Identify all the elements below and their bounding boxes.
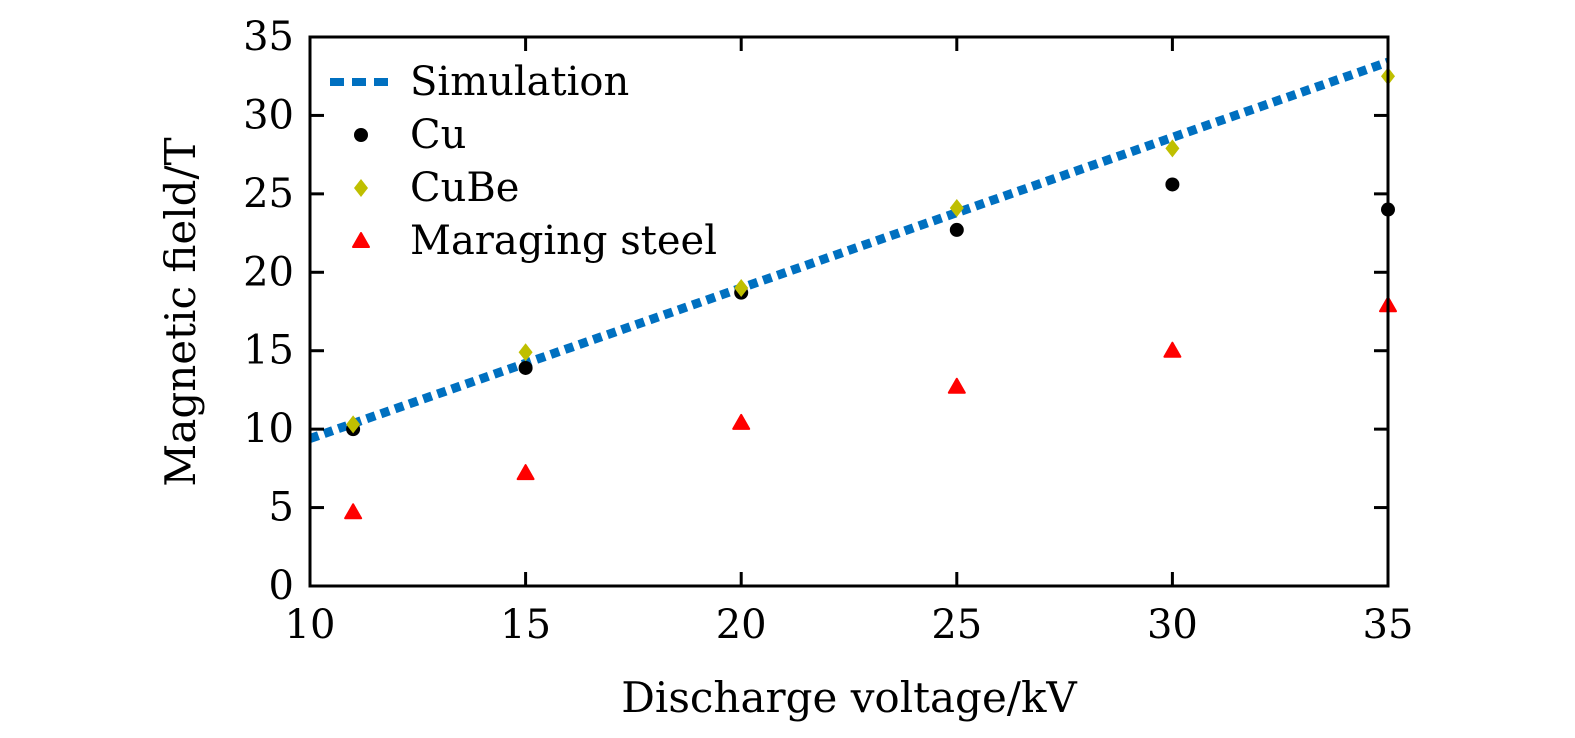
y-tick-label: 5 xyxy=(269,485,294,531)
cube-point xyxy=(346,415,361,434)
legend-cu-marker xyxy=(354,128,368,142)
y-tick-label: 0 xyxy=(269,563,294,609)
cube-point xyxy=(1165,139,1180,158)
x-tick-label: 20 xyxy=(716,602,767,648)
legend-maraging-steel-label: Maraging steel xyxy=(410,218,717,264)
maraging-steel-point xyxy=(1163,341,1182,358)
y-tick-label: 30 xyxy=(243,92,294,138)
legend-simulation-label: Simulation xyxy=(410,59,629,105)
y-tick-label: 35 xyxy=(243,14,294,60)
x-tick-label: 10 xyxy=(285,602,336,648)
y-axis-label: Magnetic field/T xyxy=(156,137,205,486)
cu-point xyxy=(949,222,964,237)
plot-frame xyxy=(308,35,1390,588)
cu-point xyxy=(518,360,533,375)
y-tick-label: 15 xyxy=(243,328,294,374)
y-tick-label: 20 xyxy=(243,249,294,295)
y-tick-label: 10 xyxy=(243,406,294,452)
axes: 0 5 10 15 20 25 30 35 10 15 20 25 30 35 xyxy=(243,14,1413,648)
x-tick-label: 25 xyxy=(931,602,982,648)
x-axis-label: Discharge voltage/kV xyxy=(621,673,1077,722)
y-tick-label: 25 xyxy=(243,171,294,217)
x-tick-label: 30 xyxy=(1147,602,1198,648)
maraging-steel-point xyxy=(947,377,966,394)
legend-cube-marker xyxy=(354,179,368,197)
cube-point xyxy=(518,343,533,362)
x-tick-label: 35 xyxy=(1363,602,1414,648)
legend-cu-label: Cu xyxy=(410,112,466,158)
simulation-line xyxy=(308,57,1390,443)
cube-point xyxy=(734,278,749,297)
legend-maraging-steel-marker xyxy=(352,232,370,248)
x-tick-label: 15 xyxy=(500,602,551,648)
cube-point xyxy=(949,198,964,217)
cu-point xyxy=(1165,177,1180,192)
maraging-steel-point xyxy=(732,413,751,430)
plot-area xyxy=(308,57,1397,520)
maraging-steel-point xyxy=(516,464,535,481)
legend-cube-label: CuBe xyxy=(410,165,519,211)
legend: Simulation Cu CuBe Maraging steel xyxy=(330,59,717,264)
maraging-steel-point xyxy=(344,503,363,520)
